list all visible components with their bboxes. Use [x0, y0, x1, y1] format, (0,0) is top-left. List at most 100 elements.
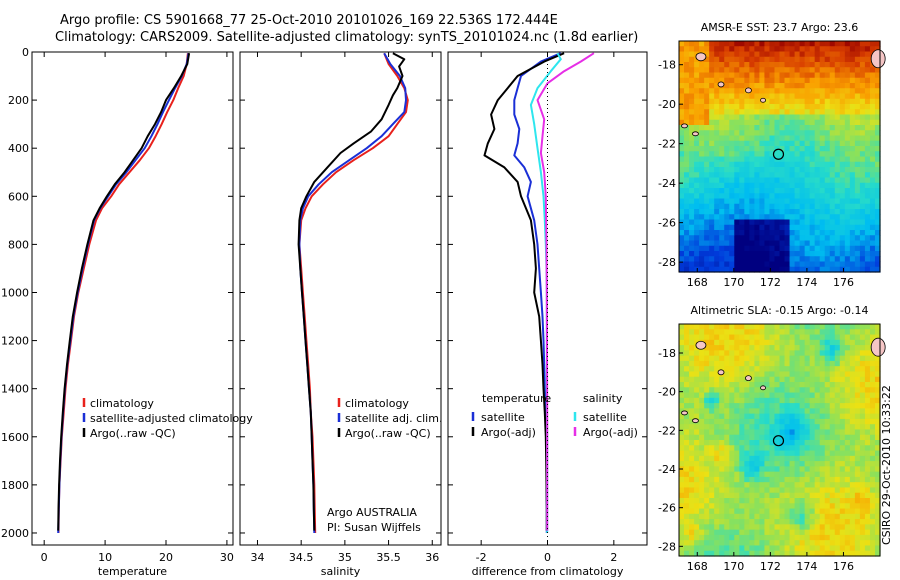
map-cell [859, 434, 866, 441]
map-cell [719, 93, 725, 100]
map-cell [709, 408, 715, 415]
map-cell [679, 156, 685, 163]
map-cell [809, 56, 816, 63]
map-cell [754, 376, 761, 383]
map-cell [734, 371, 740, 378]
map-cell [759, 135, 766, 142]
map-cell [734, 51, 740, 58]
map-cell [859, 261, 866, 268]
map-cell [869, 371, 876, 378]
map-cell [784, 545, 791, 552]
map-cell [774, 214, 781, 221]
map-cell [849, 498, 856, 504]
map-cell [834, 334, 841, 341]
map-cell [804, 392, 811, 399]
map-cell [704, 355, 710, 362]
map-cell [804, 334, 811, 341]
map-cell [699, 476, 705, 483]
map-cell [849, 214, 856, 221]
map-cell [759, 498, 766, 504]
map-cell [679, 135, 685, 142]
map-cell [794, 334, 801, 341]
map-cell [769, 450, 776, 457]
map-cell [764, 235, 771, 242]
map-cell [799, 46, 806, 53]
map-cell [759, 408, 766, 415]
map-cell [709, 434, 715, 441]
map-cell [739, 440, 745, 446]
map-cell [764, 230, 771, 236]
map-cell [784, 214, 791, 221]
map-cell [829, 151, 836, 158]
map-cell [839, 172, 846, 179]
map-cell [844, 387, 851, 394]
map-cell [689, 46, 695, 53]
map-cell [829, 56, 836, 63]
map-cell [794, 140, 801, 147]
map-cell [849, 429, 856, 436]
map-cell [824, 376, 831, 383]
map-cell [814, 392, 821, 399]
map-cell [744, 429, 750, 436]
map-cell [844, 119, 851, 126]
map-cell [819, 261, 826, 268]
map-cell [689, 418, 695, 425]
map-cell [774, 161, 781, 168]
map-cell [784, 188, 791, 194]
map-cell [704, 230, 710, 236]
map-cell [769, 440, 776, 446]
map-cell [824, 151, 831, 158]
map-cell [794, 72, 801, 79]
map-cell [794, 83, 801, 89]
map-cell [714, 104, 720, 110]
map-cell [759, 329, 766, 336]
map-cell [739, 534, 745, 541]
map-cell [809, 519, 816, 525]
map-cell [824, 424, 831, 431]
map-cell [754, 203, 761, 210]
map-cell [769, 230, 776, 236]
map-cell [839, 256, 846, 263]
map-cell [849, 224, 856, 231]
map-cell [769, 519, 776, 525]
map-cell [744, 98, 750, 105]
map-cell [859, 413, 866, 420]
map-cell [689, 119, 695, 126]
map-cell [689, 245, 695, 252]
map-cell [799, 224, 806, 231]
map-cell [694, 46, 700, 53]
map-cell [849, 350, 856, 357]
map-cell [709, 109, 715, 116]
map-cell [794, 156, 801, 163]
map-cell [729, 329, 735, 336]
map-cell [789, 98, 796, 105]
map-cell [719, 182, 725, 189]
map-cell [684, 392, 690, 399]
map-cell [859, 466, 866, 473]
map-cell [824, 188, 831, 194]
map-cell [829, 251, 836, 257]
map-cell [824, 360, 831, 367]
map-cell [839, 214, 846, 221]
map-cell [869, 114, 876, 121]
map-cell [834, 540, 841, 547]
map-cell [784, 408, 791, 415]
map-cell [729, 418, 735, 425]
map-cell [789, 455, 796, 462]
map-cell [784, 88, 791, 95]
map-cell [809, 334, 816, 341]
map-cell [854, 41, 861, 47]
map-cell [839, 482, 846, 489]
map-cell [859, 167, 866, 173]
map-cell [739, 492, 745, 499]
map-cell [749, 140, 755, 147]
map-cell [719, 450, 725, 457]
map-cell [809, 119, 816, 126]
map-cell [734, 261, 740, 268]
map-cell [849, 156, 856, 163]
map-cell [749, 513, 755, 520]
map-cell [724, 67, 730, 74]
map-cell [744, 177, 750, 184]
map-cell [724, 434, 730, 441]
map-cell [854, 88, 861, 95]
